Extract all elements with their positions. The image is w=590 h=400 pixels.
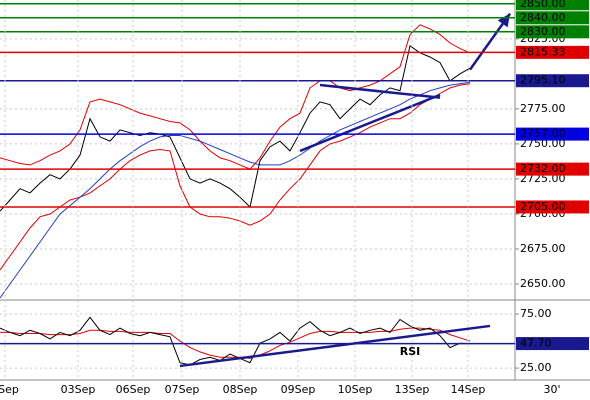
x-tick-label: 10Sep — [338, 383, 373, 396]
x-tick-label: 14Sep — [451, 383, 486, 396]
level-box — [516, 337, 589, 351]
x-tick-label: 09Sep — [281, 383, 316, 396]
level-label: 2757.00 — [520, 127, 566, 140]
series-line — [0, 81, 471, 299]
trend-line — [299, 93, 441, 153]
series-line — [0, 83, 471, 271]
x-tick-label: 30' — [543, 383, 560, 396]
x-tick-label: 08Sep — [223, 383, 258, 396]
level-box — [516, 45, 589, 59]
x-tick-label: 03Sep — [61, 383, 96, 396]
level-label: 2815.33 — [520, 45, 566, 58]
level-label: 2850.00 — [520, 0, 566, 10]
level-box — [516, 127, 589, 141]
series-line — [0, 44, 471, 212]
y-tick-label: 75.00 — [520, 307, 552, 320]
y-tick-label: 2775.00 — [520, 102, 566, 115]
panel — [0, 24, 515, 299]
level-label: 2705.00 — [520, 200, 566, 213]
x-tick-label: 13Sep — [395, 383, 430, 396]
level-box — [516, 74, 589, 88]
level-box — [516, 0, 589, 11]
panel — [0, 313, 515, 369]
series-line — [0, 24, 471, 170]
level-label: 47.70 — [520, 337, 552, 350]
level-label: 2830.00 — [520, 25, 566, 38]
annotation: RSI — [400, 345, 421, 358]
level-box — [516, 11, 589, 25]
level-label: 2840.00 — [520, 11, 566, 24]
y-tick-label: 2675.00 — [520, 242, 566, 255]
level-label: 2795.10 — [520, 74, 566, 87]
level-box — [516, 25, 589, 39]
trend-line — [319, 83, 441, 99]
x-tick-label: 2Sep — [0, 383, 19, 396]
level-box — [516, 162, 589, 176]
x-tick-label: 07Sep — [165, 383, 200, 396]
level-label: 2732.00 — [520, 162, 566, 175]
y-tick-label: 2650.00 — [520, 277, 566, 290]
trend-line — [179, 324, 491, 368]
y-tick-label: 25.00 — [520, 361, 552, 374]
x-tick-label: 06Sep — [116, 383, 151, 396]
level-box — [516, 200, 589, 214]
arrow-head — [497, 13, 510, 28]
